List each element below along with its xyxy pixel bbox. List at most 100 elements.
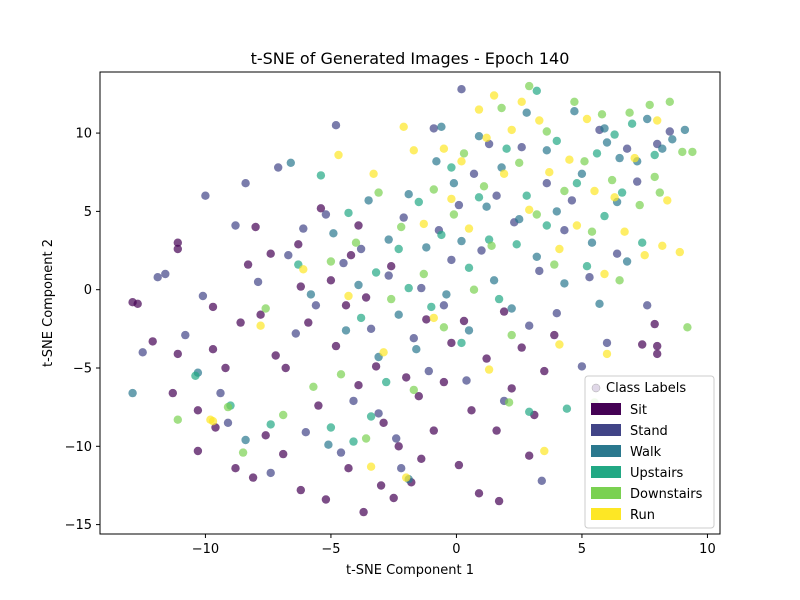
scatter-points bbox=[128, 81, 697, 517]
point-run bbox=[545, 168, 554, 177]
y-tick-label: −15 bbox=[65, 518, 92, 533]
point-stand bbox=[469, 169, 479, 178]
point-stand bbox=[567, 196, 577, 205]
point-upstairs bbox=[437, 230, 446, 240]
point-run bbox=[590, 186, 599, 196]
point-downstairs bbox=[580, 157, 589, 166]
point-walk bbox=[128, 388, 137, 398]
point-stand bbox=[399, 213, 408, 222]
point-walk bbox=[412, 345, 421, 354]
point-upstairs bbox=[447, 163, 456, 172]
point-upstairs bbox=[356, 313, 366, 323]
legend-label-run: Run bbox=[630, 508, 655, 523]
point-run bbox=[334, 150, 343, 160]
point-walk bbox=[442, 290, 451, 299]
point-upstairs bbox=[627, 119, 637, 128]
point-sit bbox=[261, 431, 270, 440]
point-upstairs bbox=[532, 86, 541, 96]
point-downstairs bbox=[587, 227, 597, 236]
y-axis-label: t-SNE Component 2 bbox=[41, 239, 56, 367]
point-upstairs bbox=[582, 262, 592, 271]
legend-swatch-downstairs bbox=[591, 487, 621, 499]
point-sit bbox=[208, 345, 218, 354]
point-sit bbox=[133, 299, 142, 308]
point-walk bbox=[497, 163, 506, 172]
point-walk bbox=[384, 235, 393, 244]
point-walk bbox=[680, 125, 690, 135]
point-walk bbox=[306, 290, 316, 299]
point-run bbox=[675, 247, 684, 257]
point-downstairs bbox=[336, 370, 346, 379]
point-run bbox=[602, 349, 612, 359]
legend-title: Class Labels bbox=[606, 381, 686, 396]
point-downstairs bbox=[504, 398, 514, 407]
point-sit bbox=[354, 381, 363, 390]
point-stand bbox=[321, 210, 331, 219]
point-downstairs bbox=[635, 200, 644, 210]
point-upstairs bbox=[592, 149, 602, 158]
point-sit bbox=[650, 319, 659, 329]
point-stand bbox=[336, 448, 346, 457]
point-downstairs bbox=[279, 410, 288, 420]
point-run bbox=[256, 321, 265, 330]
point-walk bbox=[560, 279, 569, 288]
point-walk bbox=[552, 207, 561, 216]
point-sit bbox=[148, 337, 157, 346]
point-walk bbox=[241, 435, 250, 445]
point-sit bbox=[281, 363, 290, 373]
point-upstairs bbox=[552, 136, 561, 146]
point-upstairs bbox=[414, 197, 423, 207]
point-sit bbox=[231, 464, 240, 473]
point-walk bbox=[595, 299, 604, 308]
point-sit bbox=[376, 481, 386, 490]
point-sit bbox=[459, 316, 469, 326]
point-walk bbox=[432, 157, 441, 166]
point-stand bbox=[397, 464, 406, 473]
point-run bbox=[366, 462, 376, 471]
y-axis-ticks: −15 −10 −5 0 5 10 bbox=[65, 127, 100, 533]
point-stand bbox=[429, 124, 438, 133]
point-run bbox=[555, 340, 564, 349]
point-downstairs bbox=[650, 172, 659, 182]
x-tick-label: 10 bbox=[699, 542, 716, 557]
point-stand bbox=[339, 258, 348, 268]
legend-swatch-stand bbox=[591, 424, 621, 436]
point-run bbox=[572, 221, 582, 230]
point-sit bbox=[482, 354, 491, 363]
point-downstairs bbox=[497, 103, 506, 113]
point-sit bbox=[422, 315, 431, 324]
point-stand bbox=[560, 226, 569, 235]
point-run bbox=[447, 194, 456, 204]
point-stand bbox=[266, 468, 275, 478]
legend-swatch-sit bbox=[591, 403, 621, 415]
point-walk bbox=[329, 229, 338, 238]
point-downstairs bbox=[542, 127, 551, 136]
point-stand bbox=[535, 266, 544, 276]
point-downstairs bbox=[326, 257, 336, 266]
point-sit bbox=[279, 449, 288, 459]
legend-label-sit: Sit bbox=[630, 403, 647, 418]
point-stand bbox=[633, 177, 642, 186]
point-sit bbox=[550, 330, 559, 340]
point-sit bbox=[507, 384, 516, 393]
point-run bbox=[489, 91, 499, 100]
point-upstairs bbox=[610, 130, 619, 139]
point-run bbox=[409, 146, 418, 155]
point-upstairs bbox=[464, 263, 474, 272]
point-walk bbox=[457, 236, 466, 246]
point-upstairs bbox=[525, 407, 534, 416]
point-stand bbox=[231, 221, 240, 230]
point-run bbox=[419, 219, 428, 229]
point-upstairs bbox=[494, 294, 504, 304]
point-stand bbox=[253, 277, 263, 287]
point-sit bbox=[173, 238, 182, 247]
point-walk bbox=[354, 280, 363, 290]
y-tick-label: 5 bbox=[84, 205, 92, 220]
point-run bbox=[369, 169, 378, 178]
x-tick-label: −5 bbox=[321, 542, 340, 557]
point-downstairs bbox=[409, 385, 418, 395]
point-walk bbox=[474, 132, 484, 141]
point-upstairs bbox=[349, 437, 358, 446]
y-tick-label: 0 bbox=[84, 283, 92, 298]
